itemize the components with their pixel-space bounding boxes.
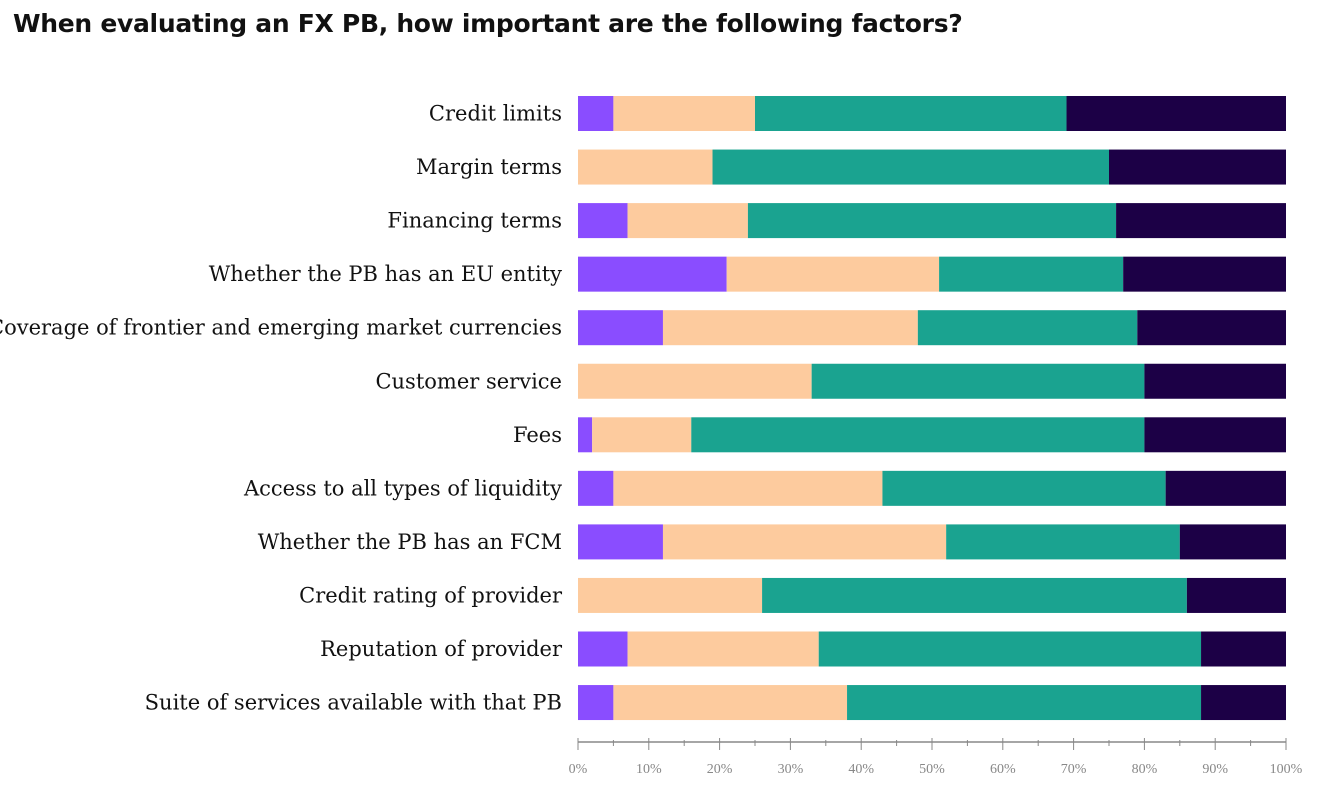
x-tick-label: 80% xyxy=(1132,762,1158,777)
x-tick-label: 70% xyxy=(1061,762,1087,777)
bar-segment-series-4 xyxy=(1186,577,1286,613)
bar-segment-series-4 xyxy=(1137,310,1286,346)
bar-segment-series-1 xyxy=(578,631,628,667)
bar-segment-series-2 xyxy=(578,363,812,399)
bar-segment-series-4 xyxy=(1066,96,1286,131)
category-label: Access to all types of liquidity xyxy=(243,476,562,500)
bar-segment-series-2 xyxy=(613,96,755,131)
bar-segment-series-3 xyxy=(946,524,1180,560)
bar-segment-series-4 xyxy=(1144,363,1286,399)
bar-segment-series-3 xyxy=(818,631,1202,667)
bar-segment-series-3 xyxy=(882,470,1166,506)
bar-segment-series-2 xyxy=(662,524,947,560)
bar-segment-series-4 xyxy=(1201,631,1286,667)
bar-segment-series-3 xyxy=(712,149,1109,185)
x-tick-label: 20% xyxy=(707,762,733,777)
bar-segment-series-2 xyxy=(627,631,819,667)
x-tick-label: 50% xyxy=(919,762,945,777)
x-tick-label: 60% xyxy=(990,762,1016,777)
bar-segment-series-2 xyxy=(613,470,883,506)
category-label: Fees xyxy=(513,423,562,447)
bar-segment-series-3 xyxy=(747,203,1117,239)
category-label: Customer service xyxy=(375,369,562,393)
bar-segment-series-4 xyxy=(1123,256,1286,292)
bar-segment-series-4 xyxy=(1165,470,1286,506)
bar-segment-series-4 xyxy=(1201,685,1286,721)
x-tick-label: 10% xyxy=(636,762,662,777)
bar-segment-series-3 xyxy=(762,577,1187,613)
category-label: Credit limits xyxy=(429,102,562,126)
bar-segment-series-3 xyxy=(811,363,1145,399)
bar-segment-series-1 xyxy=(578,310,663,346)
category-label: Financing terms xyxy=(387,209,562,233)
x-tick-label: 100% xyxy=(1270,762,1303,777)
bar-segment-series-3 xyxy=(691,417,1145,453)
bar-segment-series-2 xyxy=(578,149,713,185)
category-label: Whether the PB has an EU entity xyxy=(209,262,562,286)
bar-segment-series-3 xyxy=(755,96,1067,131)
bar-segment-series-1 xyxy=(578,203,628,239)
bar-segment-series-1 xyxy=(578,470,614,506)
bar-segment-series-4 xyxy=(1109,149,1286,185)
bar-segment-series-3 xyxy=(847,685,1202,721)
bar-segment-series-1 xyxy=(578,685,614,721)
x-tick-label: 40% xyxy=(848,762,874,777)
bar-segment-series-4 xyxy=(1179,524,1286,560)
bar-segment-series-1 xyxy=(578,256,727,292)
category-label: Coverage of frontier and emerging market… xyxy=(0,316,562,340)
bar-segment-series-2 xyxy=(662,310,918,346)
category-label: Whether the PB has an FCM xyxy=(258,530,562,554)
bar-segment-series-3 xyxy=(939,256,1124,292)
bar-segment-series-4 xyxy=(1144,417,1286,453)
bar-segment-series-1 xyxy=(578,96,614,131)
bar-segment-series-1 xyxy=(578,417,593,453)
bar-segment-series-3 xyxy=(917,310,1138,346)
bar-segment-series-2 xyxy=(726,256,940,292)
bar-segment-series-2 xyxy=(592,417,692,453)
category-label: Margin terms xyxy=(416,155,562,179)
bar-segment-series-2 xyxy=(627,203,748,239)
bar-segment-series-1 xyxy=(578,524,663,560)
x-tick-label: 30% xyxy=(778,762,804,777)
category-label: Reputation of provider xyxy=(320,637,563,661)
bar-segment-series-4 xyxy=(1116,203,1286,239)
x-tick-label: 90% xyxy=(1202,762,1228,777)
bar-segment-series-2 xyxy=(613,685,848,721)
x-tick-label: 0% xyxy=(569,762,588,777)
category-label: Credit rating of provider xyxy=(299,583,563,607)
bar-segment-series-2 xyxy=(578,577,763,613)
chart-title: When evaluating an FX PB, how important … xyxy=(13,9,963,38)
category-label: Suite of services available with that PB xyxy=(145,691,562,715)
